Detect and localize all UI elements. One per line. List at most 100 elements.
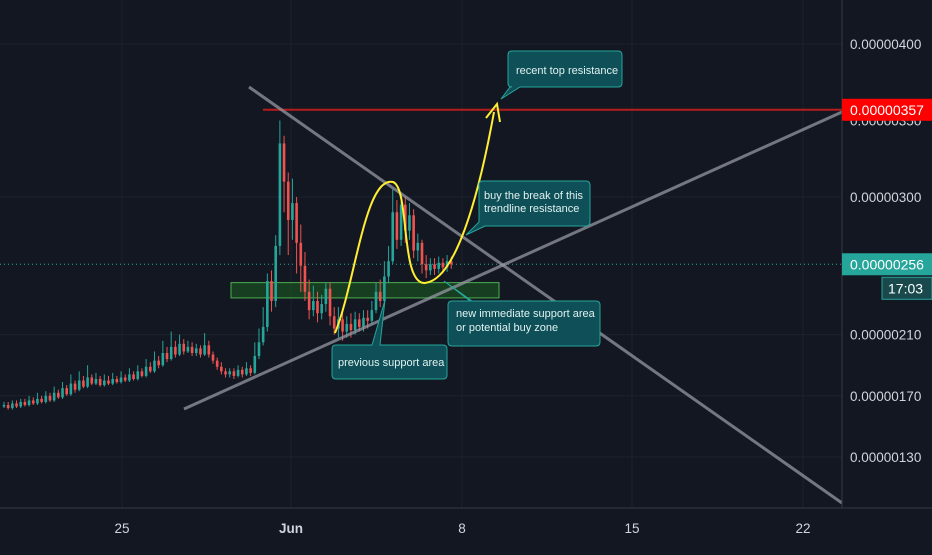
candle-body (149, 366, 152, 372)
candle-body (77, 380, 81, 390)
resistance-price-label: 0.00000357 (842, 98, 932, 121)
candle-body (119, 377, 123, 383)
candle-body (420, 242, 424, 265)
candle-body (341, 319, 344, 332)
candle-body (2, 404, 6, 407)
candle-body (441, 262, 445, 268)
callout-buy-break-line1: buy the break of this (484, 190, 584, 202)
candle-body (86, 377, 89, 387)
candle-body (320, 304, 323, 314)
candle-body (23, 401, 27, 405)
candle-body (270, 281, 273, 301)
candle-body (307, 291, 311, 311)
candle-body (324, 288, 328, 305)
candle-body (274, 245, 277, 301)
candle-body (94, 378, 98, 384)
candle-body (215, 360, 219, 367)
candle-body (282, 143, 286, 182)
time-tick-1: Jun (279, 521, 303, 536)
candle-body (182, 343, 186, 352)
candle-body (65, 388, 68, 395)
projection-arrowhead (485, 101, 501, 123)
candle-body (370, 310, 374, 321)
price-axis[interactable]: 0.00000400 0.00000300 0.00000210 0.00000170… (850, 37, 921, 465)
candle-body (299, 242, 303, 266)
candle-body (261, 326, 265, 343)
price-tick-1: 0.00000300 (850, 190, 921, 205)
candle-body (203, 345, 206, 355)
candle-body (278, 143, 282, 246)
candle-body (40, 398, 43, 402)
candle-body (48, 395, 52, 401)
ascending-trendline[interactable] (183, 110, 843, 411)
callout-previous-support-text: previous support area (338, 357, 445, 369)
resistance-price-text: 0.00000357 (850, 102, 924, 118)
candle-body (366, 317, 369, 321)
candle-body (144, 366, 148, 376)
candle-body (153, 360, 156, 372)
candle-body (403, 204, 407, 231)
candle-body (136, 371, 140, 379)
candle-body (303, 265, 307, 292)
candle-body (249, 368, 252, 373)
candle-body (387, 261, 390, 277)
candle-body (107, 380, 110, 384)
candle-body (353, 319, 357, 331)
candle-body (211, 354, 215, 361)
callout-recent-top[interactable]: recent top resistance (500, 50, 623, 100)
callout-buy-break[interactable]: buy the break of this trendline resistan… (465, 180, 591, 236)
candle-body (220, 366, 223, 372)
candle-body (245, 368, 248, 375)
candle-body (286, 181, 290, 220)
candle-body (161, 352, 165, 366)
candle-body (111, 378, 114, 384)
candle-body (416, 242, 420, 251)
time-tick-4: 22 (795, 521, 810, 536)
candle-body (178, 343, 181, 355)
candle-body (424, 264, 428, 271)
callout-new-support[interactable]: new immediate support area or potential … (443, 280, 601, 347)
candle-body (374, 291, 378, 311)
candle-body (73, 383, 77, 390)
candle-body (345, 323, 349, 332)
callout-recent-top-text: recent top resistance (516, 65, 618, 77)
candle-body (378, 291, 382, 301)
candle-body (236, 369, 240, 376)
support-zone-box[interactable] (230, 282, 500, 299)
candle-body (82, 380, 85, 387)
callout-previous-support[interactable]: previous support area (331, 299, 448, 380)
candle-body (6, 404, 10, 409)
descending-trendline[interactable] (248, 85, 843, 505)
candle-body (140, 371, 144, 376)
candle-body (61, 388, 64, 398)
projected-price-path[interactable] (334, 111, 495, 334)
candle-body (199, 348, 202, 355)
time-tick-2: 8 (458, 521, 466, 536)
candle-body (295, 203, 298, 243)
time-axis[interactable]: 25 Jun 8 15 22 (114, 521, 810, 536)
price-tick-4: 0.00000130 (850, 450, 921, 465)
candle-body (266, 281, 269, 327)
candle-body (69, 383, 73, 395)
candle-body (174, 346, 177, 355)
candle-body (328, 288, 332, 317)
candle-body (44, 395, 48, 402)
candle-body (132, 374, 135, 379)
candle-body (90, 377, 94, 384)
price-tick-2: 0.00000210 (850, 328, 921, 343)
candle-body (207, 345, 211, 355)
candle-body (412, 215, 415, 251)
candle-body (399, 204, 403, 240)
candle-body (437, 262, 441, 269)
candle-body (395, 212, 399, 240)
candle-body (11, 403, 14, 409)
candle-body (391, 212, 395, 262)
candle-body (52, 392, 56, 401)
candle-body (98, 378, 102, 386)
candle-body (224, 371, 227, 375)
candle-body (449, 261, 453, 265)
candle-body (445, 261, 449, 268)
grid-lines (0, 0, 842, 508)
